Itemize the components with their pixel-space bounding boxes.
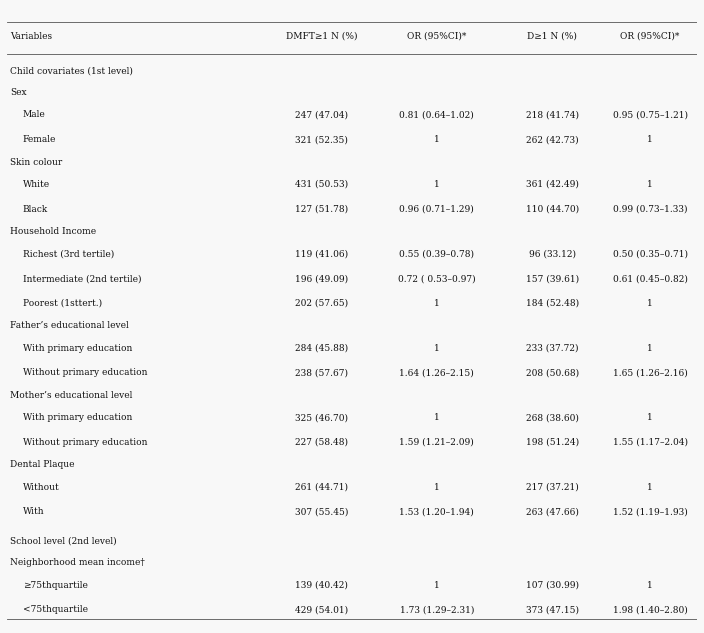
Text: 1: 1 [647, 482, 653, 492]
Text: 127 (51.78): 127 (51.78) [295, 204, 348, 214]
Text: Neighborhood mean income†: Neighborhood mean income† [11, 558, 145, 567]
Text: School level (2nd level): School level (2nd level) [11, 537, 117, 546]
Text: Without primary education: Without primary education [23, 438, 147, 447]
Text: Poorest (1sttert.): Poorest (1sttert.) [23, 299, 102, 308]
Text: With: With [23, 508, 44, 517]
Text: Household Income: Household Income [11, 227, 96, 236]
Text: 321 (52.35): 321 (52.35) [295, 135, 348, 144]
Text: 1: 1 [647, 180, 653, 189]
Text: White: White [23, 180, 50, 189]
Text: 1: 1 [647, 580, 653, 589]
Text: 110 (44.70): 110 (44.70) [525, 204, 579, 214]
Text: 96 (33.12): 96 (33.12) [529, 249, 576, 258]
Text: D≥1 N (%): D≥1 N (%) [527, 32, 577, 41]
Text: Skin colour: Skin colour [11, 158, 63, 166]
Text: 1.98 (1.40–2.80): 1.98 (1.40–2.80) [612, 605, 687, 615]
Text: 1.64 (1.26–2.15): 1.64 (1.26–2.15) [399, 368, 474, 377]
Text: 247 (47.04): 247 (47.04) [295, 110, 348, 120]
Text: 157 (39.61): 157 (39.61) [525, 274, 579, 283]
Text: 1.53 (1.20–1.94): 1.53 (1.20–1.94) [399, 508, 474, 517]
Text: 1: 1 [647, 299, 653, 308]
Text: 1.52 (1.19–1.93): 1.52 (1.19–1.93) [612, 508, 687, 517]
Text: 208 (50.68): 208 (50.68) [525, 368, 579, 377]
Text: 1: 1 [647, 344, 653, 353]
Text: <75thquartile: <75thquartile [23, 605, 88, 615]
Text: With primary education: With primary education [23, 344, 132, 353]
Text: 218 (41.74): 218 (41.74) [526, 110, 579, 120]
Text: 0.55 (0.39–0.78): 0.55 (0.39–0.78) [399, 249, 474, 258]
Text: OR (95%CI)*: OR (95%CI)* [620, 32, 680, 41]
Text: 284 (45.88): 284 (45.88) [295, 344, 348, 353]
Text: Child covariates (1st level): Child covariates (1st level) [11, 66, 133, 75]
Text: 238 (57.67): 238 (57.67) [295, 368, 348, 377]
Text: ≥75thquartile: ≥75thquartile [23, 580, 88, 589]
Text: 1.59 (1.21–2.09): 1.59 (1.21–2.09) [399, 438, 474, 447]
Text: Variables: Variables [11, 32, 53, 41]
Text: 0.96 (0.71–1.29): 0.96 (0.71–1.29) [399, 204, 474, 214]
Text: 107 (30.99): 107 (30.99) [526, 580, 579, 589]
Text: 1: 1 [434, 344, 440, 353]
Text: 1: 1 [434, 580, 440, 589]
Text: 0.50 (0.35–0.71): 0.50 (0.35–0.71) [612, 249, 688, 258]
Text: 119 (41.06): 119 (41.06) [295, 249, 348, 258]
Text: 0.95 (0.75–1.21): 0.95 (0.75–1.21) [612, 110, 688, 120]
Text: 1: 1 [434, 180, 440, 189]
Text: 1: 1 [434, 299, 440, 308]
Text: 1.73 (1.29–2.31): 1.73 (1.29–2.31) [400, 605, 474, 615]
Text: 0.99 (0.73–1.33): 0.99 (0.73–1.33) [612, 204, 687, 214]
Text: 233 (37.72): 233 (37.72) [526, 344, 578, 353]
Text: 1: 1 [434, 482, 440, 492]
Text: 373 (47.15): 373 (47.15) [526, 605, 579, 615]
Text: Male: Male [23, 110, 46, 120]
Text: 262 (42.73): 262 (42.73) [526, 135, 579, 144]
Text: 307 (55.45): 307 (55.45) [295, 508, 348, 517]
Text: 431 (50.53): 431 (50.53) [295, 180, 348, 189]
Text: 139 (40.42): 139 (40.42) [295, 580, 348, 589]
Text: 0.72 ( 0.53–0.97): 0.72 ( 0.53–0.97) [398, 274, 476, 283]
Text: 263 (47.66): 263 (47.66) [526, 508, 579, 517]
Text: Sex: Sex [11, 88, 27, 97]
Text: 1.65 (1.26–2.16): 1.65 (1.26–2.16) [612, 368, 687, 377]
Text: 268 (38.60): 268 (38.60) [526, 413, 579, 422]
Text: Mother’s educational level: Mother’s educational level [11, 391, 133, 400]
Text: 261 (44.71): 261 (44.71) [295, 482, 348, 492]
Text: OR (95%CI)*: OR (95%CI)* [407, 32, 467, 41]
Text: 361 (42.49): 361 (42.49) [526, 180, 579, 189]
Text: 184 (52.48): 184 (52.48) [525, 299, 579, 308]
Text: Intermediate (2nd tertile): Intermediate (2nd tertile) [23, 274, 142, 283]
Text: 0.81 (0.64–1.02): 0.81 (0.64–1.02) [399, 110, 474, 120]
Text: Father’s educational level: Father’s educational level [11, 322, 130, 330]
Text: Dental Plaque: Dental Plaque [11, 460, 75, 469]
Text: 1.55 (1.17–2.04): 1.55 (1.17–2.04) [612, 438, 688, 447]
Text: Black: Black [23, 204, 48, 214]
Text: 0.61 (0.45–0.82): 0.61 (0.45–0.82) [612, 274, 688, 283]
Text: Without primary education: Without primary education [23, 368, 147, 377]
Text: 217 (37.21): 217 (37.21) [526, 482, 579, 492]
Text: Without: Without [23, 482, 60, 492]
Text: 1: 1 [647, 135, 653, 144]
Text: Female: Female [23, 135, 56, 144]
Text: 202 (57.65): 202 (57.65) [295, 299, 348, 308]
Text: Richest (3rd tertile): Richest (3rd tertile) [23, 249, 114, 258]
Text: 1: 1 [647, 413, 653, 422]
Text: 429 (54.01): 429 (54.01) [295, 605, 348, 615]
Text: 198 (51.24): 198 (51.24) [525, 438, 579, 447]
Text: With primary education: With primary education [23, 413, 132, 422]
Text: 196 (49.09): 196 (49.09) [295, 274, 348, 283]
Text: 1: 1 [434, 135, 440, 144]
Text: DMFT≥1 N (%): DMFT≥1 N (%) [286, 32, 358, 41]
Text: 1: 1 [434, 413, 440, 422]
Text: 325 (46.70): 325 (46.70) [295, 413, 348, 422]
Text: 227 (58.48): 227 (58.48) [295, 438, 348, 447]
